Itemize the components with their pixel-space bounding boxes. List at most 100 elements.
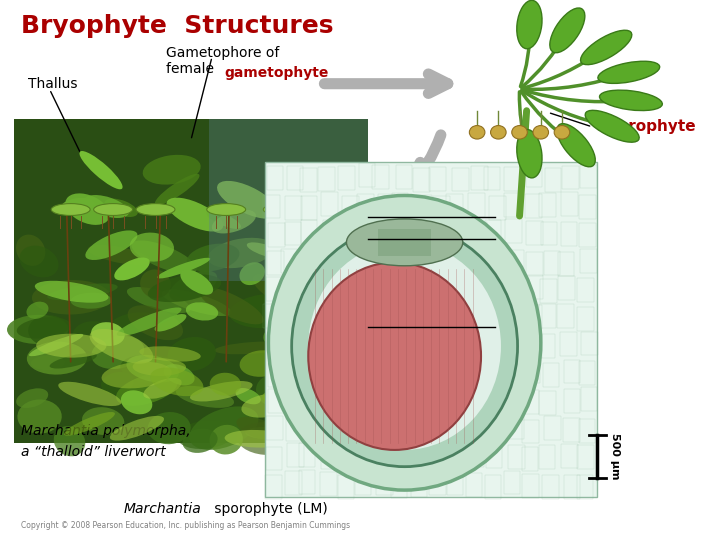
Bar bbox=[303, 304, 320, 328]
Bar bbox=[287, 362, 304, 387]
Bar bbox=[415, 195, 433, 219]
Ellipse shape bbox=[279, 343, 347, 361]
Ellipse shape bbox=[210, 373, 241, 396]
Ellipse shape bbox=[207, 211, 241, 229]
Bar bbox=[469, 252, 486, 276]
Ellipse shape bbox=[48, 284, 117, 300]
Bar bbox=[358, 275, 374, 300]
Bar bbox=[414, 444, 431, 468]
Bar bbox=[446, 194, 463, 218]
Ellipse shape bbox=[550, 8, 585, 53]
Ellipse shape bbox=[301, 343, 360, 369]
Bar bbox=[577, 475, 593, 498]
Ellipse shape bbox=[157, 258, 210, 279]
Ellipse shape bbox=[240, 350, 284, 377]
Bar bbox=[413, 419, 430, 443]
Bar bbox=[268, 223, 284, 247]
Ellipse shape bbox=[127, 305, 183, 340]
Bar bbox=[358, 219, 374, 243]
Ellipse shape bbox=[143, 155, 201, 185]
Ellipse shape bbox=[207, 238, 274, 268]
Bar bbox=[304, 280, 320, 304]
Bar bbox=[485, 220, 501, 244]
Bar bbox=[395, 248, 412, 272]
Bar bbox=[467, 443, 484, 467]
Bar bbox=[429, 471, 446, 495]
Text: Capsule
(sporangium): Capsule (sporangium) bbox=[498, 327, 592, 357]
Bar bbox=[540, 279, 557, 303]
Bar bbox=[485, 276, 502, 300]
Ellipse shape bbox=[236, 417, 280, 440]
Bar bbox=[558, 252, 575, 276]
Bar bbox=[415, 360, 431, 383]
Ellipse shape bbox=[317, 191, 351, 218]
Text: gametophyte: gametophyte bbox=[224, 66, 328, 80]
Bar bbox=[355, 471, 372, 495]
Ellipse shape bbox=[32, 280, 110, 314]
Ellipse shape bbox=[307, 355, 341, 379]
Ellipse shape bbox=[73, 321, 120, 353]
Ellipse shape bbox=[182, 429, 217, 453]
Ellipse shape bbox=[148, 274, 221, 302]
Ellipse shape bbox=[54, 426, 85, 456]
Ellipse shape bbox=[598, 61, 660, 83]
Bar bbox=[431, 418, 448, 442]
Ellipse shape bbox=[229, 294, 310, 328]
Bar bbox=[539, 334, 555, 358]
Ellipse shape bbox=[79, 151, 122, 190]
Bar bbox=[486, 361, 503, 384]
Bar bbox=[579, 419, 595, 443]
Ellipse shape bbox=[84, 195, 129, 218]
Bar bbox=[486, 444, 503, 468]
Ellipse shape bbox=[512, 126, 527, 139]
Ellipse shape bbox=[58, 382, 122, 406]
Text: sporophyte (LM): sporophyte (LM) bbox=[210, 502, 328, 516]
Bar bbox=[284, 221, 301, 246]
Ellipse shape bbox=[28, 315, 68, 346]
Bar bbox=[561, 192, 577, 216]
Ellipse shape bbox=[295, 168, 368, 194]
Ellipse shape bbox=[314, 372, 342, 389]
Bar bbox=[508, 392, 525, 415]
Bar bbox=[285, 471, 302, 495]
Bar bbox=[357, 194, 374, 218]
Bar bbox=[466, 278, 482, 302]
Bar bbox=[359, 249, 375, 273]
Ellipse shape bbox=[490, 126, 506, 139]
Bar bbox=[465, 418, 482, 443]
Bar bbox=[508, 415, 524, 439]
Ellipse shape bbox=[148, 412, 191, 444]
Bar bbox=[539, 193, 556, 217]
Bar bbox=[428, 305, 445, 329]
Ellipse shape bbox=[89, 329, 153, 363]
Bar bbox=[338, 475, 354, 499]
Ellipse shape bbox=[342, 332, 377, 367]
Bar bbox=[393, 332, 410, 355]
Bar bbox=[469, 390, 485, 414]
Ellipse shape bbox=[190, 381, 253, 401]
Ellipse shape bbox=[533, 126, 549, 139]
Bar bbox=[342, 195, 359, 219]
Ellipse shape bbox=[163, 364, 194, 386]
Ellipse shape bbox=[469, 126, 485, 139]
Ellipse shape bbox=[240, 262, 265, 285]
Bar bbox=[392, 193, 408, 217]
Bar bbox=[397, 361, 413, 385]
Bar bbox=[431, 335, 447, 359]
Bar bbox=[339, 252, 356, 276]
Bar bbox=[508, 335, 524, 360]
Ellipse shape bbox=[35, 281, 109, 303]
Bar bbox=[265, 162, 598, 497]
Bar bbox=[433, 280, 450, 303]
Ellipse shape bbox=[199, 287, 264, 325]
Bar bbox=[322, 192, 338, 217]
Ellipse shape bbox=[29, 334, 84, 356]
Bar bbox=[508, 446, 525, 469]
Bar bbox=[264, 194, 280, 219]
Bar bbox=[415, 251, 432, 275]
Bar bbox=[541, 221, 557, 245]
Bar bbox=[359, 417, 376, 441]
Bar bbox=[14, 119, 368, 443]
Ellipse shape bbox=[332, 239, 369, 271]
Bar bbox=[305, 248, 322, 272]
